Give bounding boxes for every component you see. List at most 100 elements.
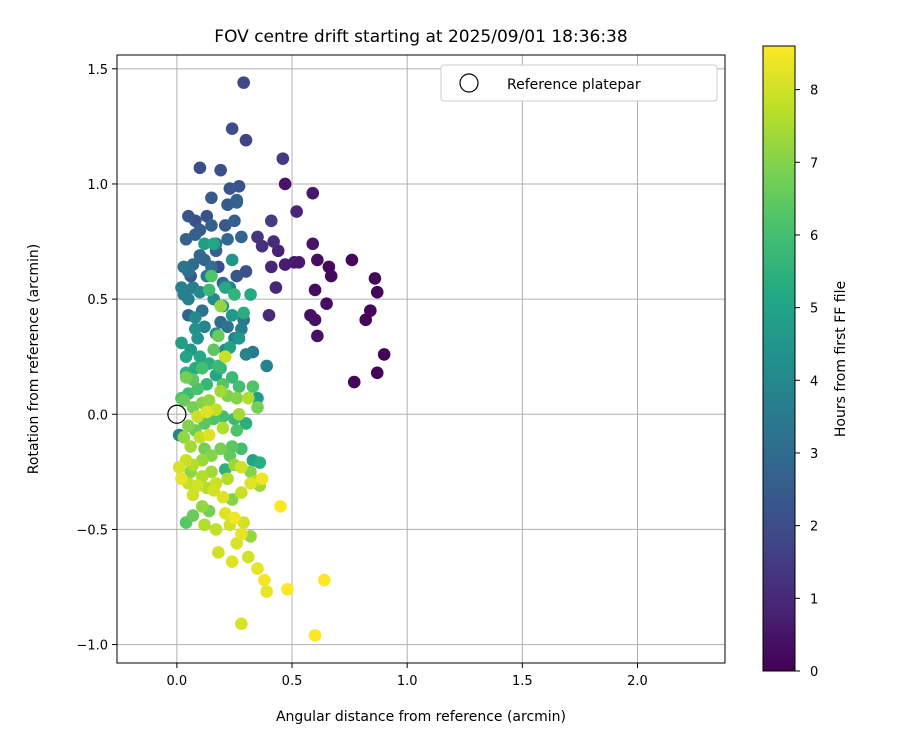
legend-label: Reference platepar <box>507 77 641 93</box>
data-point <box>239 133 253 147</box>
plot-frame <box>116 54 726 664</box>
data-point <box>246 380 260 393</box>
data-point <box>177 260 191 274</box>
y-tick-label: 1.0 <box>87 178 108 193</box>
data-point <box>209 523 223 536</box>
data-point <box>216 490 230 504</box>
data-point <box>274 500 287 513</box>
y-tick-label: 0.5 <box>87 293 108 308</box>
data-point <box>200 405 214 419</box>
data-point <box>276 152 290 165</box>
data-point <box>191 479 204 492</box>
colorbar-tick-label: 7 <box>810 156 818 171</box>
data-point <box>235 527 248 541</box>
data-point <box>179 232 193 246</box>
data-point <box>364 304 377 317</box>
y-tick-label: 1.5 <box>87 63 108 78</box>
data-point <box>290 205 303 218</box>
data-point <box>251 401 264 414</box>
data-point <box>370 285 384 299</box>
data-point <box>198 237 211 251</box>
data-point <box>177 431 191 444</box>
data-point <box>317 573 331 587</box>
chart-title: FOV centre drift starting at 2025/09/01 … <box>214 27 627 47</box>
colorbar-tick-label: 8 <box>810 84 818 99</box>
x-tick-label: 1.0 <box>397 674 418 689</box>
data-point <box>193 249 207 262</box>
data-point <box>214 299 227 313</box>
data-point <box>251 230 264 244</box>
data-point <box>255 472 269 486</box>
data-point <box>195 500 209 513</box>
data-point <box>205 219 218 232</box>
data-point <box>239 348 253 361</box>
data-point <box>241 391 255 405</box>
colorbar-tick-label: 2 <box>810 520 818 535</box>
data-point <box>218 281 232 294</box>
data-point <box>347 375 361 389</box>
colorbar-tick-label: 0 <box>810 665 818 680</box>
data-point <box>202 428 216 442</box>
data-point <box>214 384 227 398</box>
data-point <box>214 442 227 456</box>
data-point <box>320 297 333 311</box>
data-point <box>370 366 384 380</box>
data-point <box>179 371 193 384</box>
data-point <box>212 546 225 559</box>
data-point <box>345 253 359 267</box>
data-point <box>225 253 239 267</box>
colorbar-tick-label: 5 <box>810 302 818 317</box>
data-point <box>253 456 267 469</box>
data-point <box>368 272 382 285</box>
data-point <box>228 288 241 301</box>
data-point <box>202 394 216 407</box>
data-point <box>267 235 280 248</box>
data-point <box>177 394 191 407</box>
legend-box <box>440 64 718 102</box>
colorbar-tick-label: 3 <box>810 447 818 462</box>
x-tick-label: 0.0 <box>167 674 188 689</box>
data-point <box>269 281 283 294</box>
data-point <box>306 186 320 200</box>
data-point <box>244 288 257 301</box>
colorbar-tick-label: 4 <box>810 374 818 389</box>
data-point <box>172 460 186 474</box>
data-point <box>198 518 211 532</box>
data-point <box>207 343 221 357</box>
data-point <box>193 350 207 363</box>
data-point <box>195 361 209 375</box>
data-point <box>265 214 278 228</box>
data-point <box>308 629 322 642</box>
colorbar-tick-label: 6 <box>810 229 818 244</box>
data-point <box>212 359 225 373</box>
data-point <box>235 230 248 244</box>
data-point <box>225 308 239 322</box>
legend: Reference platepar <box>440 64 718 102</box>
colorbar-gradient <box>762 45 796 672</box>
data-point <box>237 306 250 320</box>
x-tick-label: 0.5 <box>282 674 303 689</box>
data-point <box>221 472 234 486</box>
data-point <box>189 311 202 324</box>
data-point <box>207 483 221 497</box>
data-point <box>230 424 244 437</box>
x-tick-label: 2.0 <box>627 674 648 689</box>
data-point <box>232 331 246 345</box>
data-point <box>235 486 248 499</box>
data-point <box>232 380 246 393</box>
data-point <box>265 260 278 274</box>
data-points <box>172 76 391 642</box>
data-point <box>186 509 200 522</box>
reference-marker <box>167 404 187 424</box>
data-point <box>225 371 239 384</box>
colorbar: 0 1 2 3 4 5 6 7 8 Hours from first FF file <box>762 45 849 680</box>
data-point <box>304 308 317 322</box>
data-point <box>205 269 218 283</box>
data-point <box>241 550 255 564</box>
data-point <box>223 182 237 195</box>
data-point <box>251 391 264 405</box>
colorbar-label: Hours from first FF file <box>833 281 849 437</box>
data-point <box>322 260 336 274</box>
data-point <box>230 269 244 283</box>
